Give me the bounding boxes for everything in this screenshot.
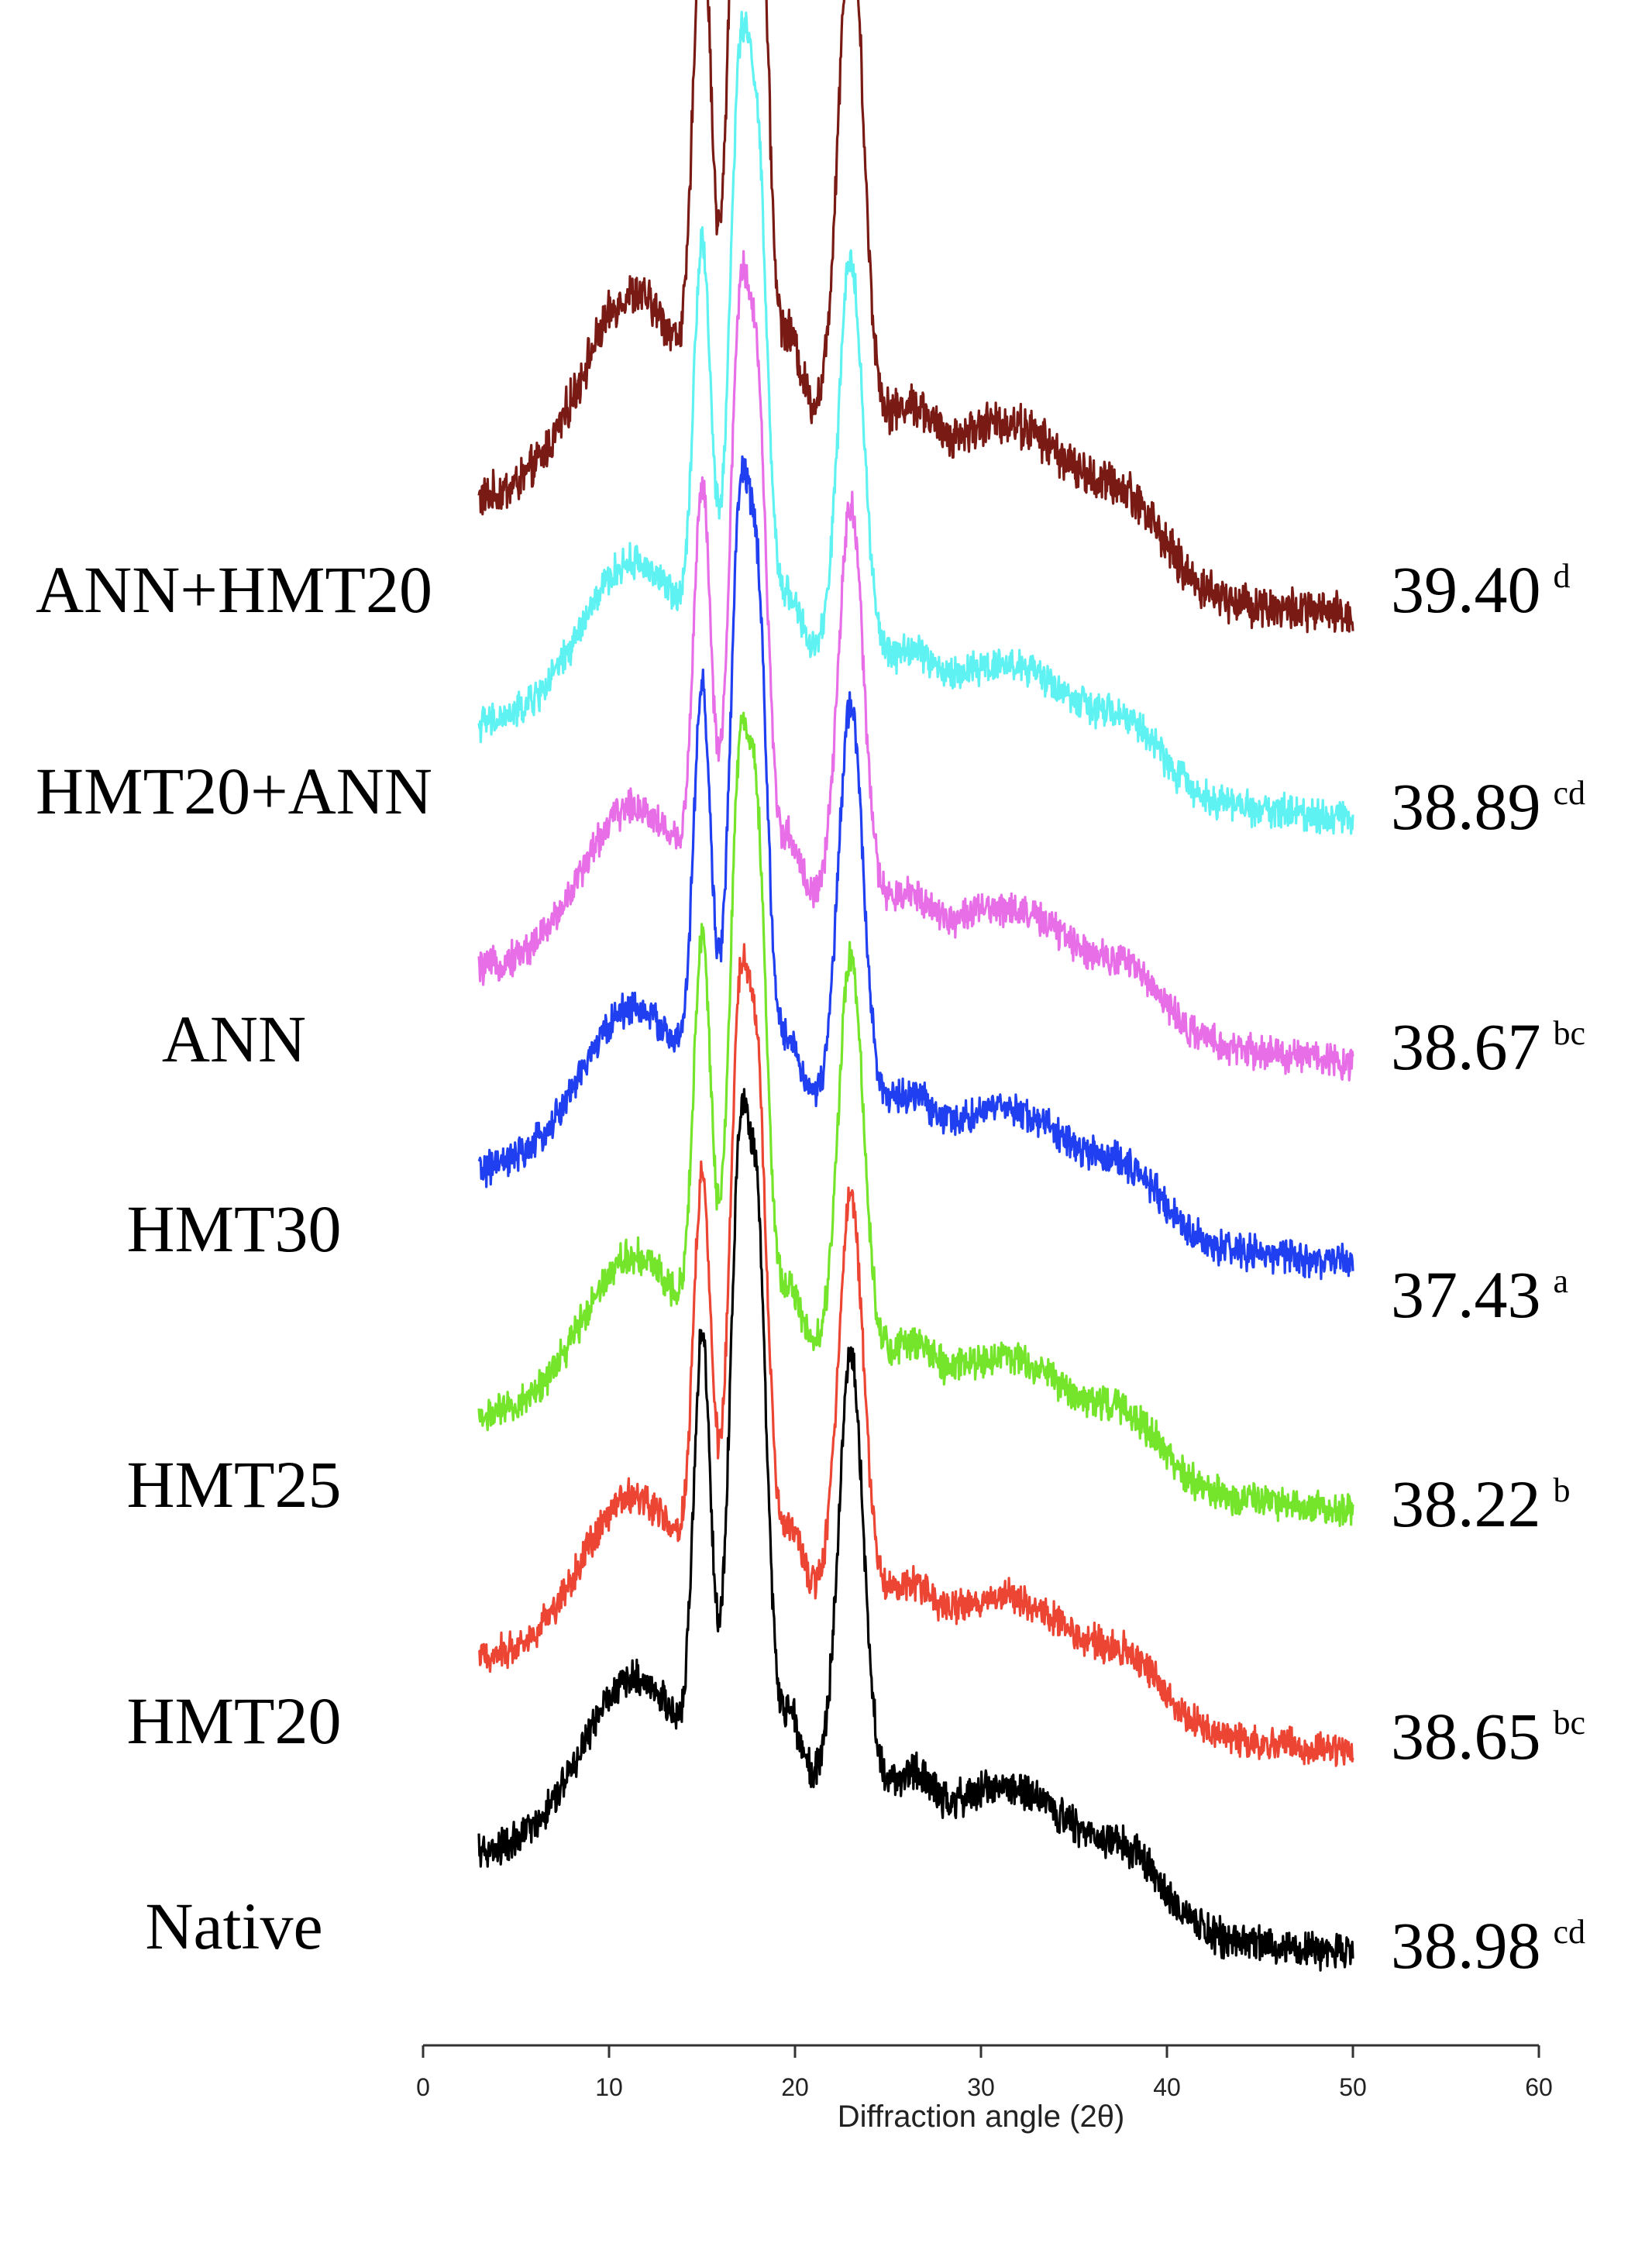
traces <box>477 0 1354 1972</box>
crystallinity-value: 38.67 bc <box>1391 1010 1585 1084</box>
series-label: HMT20+ANN <box>36 754 432 828</box>
x-tick-label: 0 <box>416 2073 430 2101</box>
x-tick-label: 10 <box>595 2073 623 2101</box>
crystallinity-number: 38.65 <box>1391 1699 1541 1773</box>
crystallinity-number: 37.43 <box>1391 1257 1541 1332</box>
significance-letters: b <box>1554 1471 1571 1509</box>
significance-letters: cd <box>1554 1913 1586 1951</box>
series-label: Native <box>145 1889 322 1963</box>
significance-letters: cd <box>1554 774 1586 812</box>
crystallinity-number: 38.89 <box>1391 769 1541 844</box>
series-trace-hmt20 <box>477 943 1354 1767</box>
crystallinity-number: 38.22 <box>1391 1467 1541 1541</box>
series-trace-ann <box>477 249 1354 1082</box>
crystallinity-value: 38.22 b <box>1391 1467 1571 1541</box>
series-trace-hmt25 <box>477 711 1354 1527</box>
series-label: ANN+HMT20 <box>36 552 432 627</box>
series-labels: ANN+HMT20 HMT20+ANN ANN HMT30 HMT25 HMT20 Nati… <box>36 552 432 1963</box>
series-trace-native <box>477 1088 1354 1972</box>
crystallinity-value: 38.98 cd <box>1391 1908 1585 1983</box>
series-label: HMT20 <box>126 1684 341 1758</box>
significance-letters: bc <box>1554 1704 1586 1742</box>
series-label: HMT25 <box>126 1447 341 1522</box>
x-tick-label: 60 <box>1525 2073 1553 2101</box>
crystallinity-value: 38.65 bc <box>1391 1699 1585 1773</box>
x-tick-label: 40 <box>1153 2073 1181 2101</box>
series-trace-hmt30 <box>477 455 1354 1281</box>
crystallinity-value: 39.40 d <box>1391 552 1571 627</box>
series-label: HMT30 <box>126 1192 341 1266</box>
x-axis: 0 10 20 30 40 50 60 Diffraction angle (2θ) <box>416 2044 1553 2134</box>
crystallinity-number: 38.67 <box>1391 1010 1541 1084</box>
x-tick-label: 20 <box>781 2073 809 2101</box>
crystallinity-number: 39.40 <box>1391 552 1541 627</box>
x-tick-label: 30 <box>967 2073 995 2101</box>
series-trace-hmt20-ann <box>477 10 1354 835</box>
x-tick-label: 50 <box>1339 2073 1367 2101</box>
crystallinity-value: 38.89 cd <box>1391 769 1585 844</box>
series-trace-ann-hmt20 <box>477 0 1354 634</box>
series-label: ANN <box>162 1002 306 1076</box>
x-axis-ticks: 0 10 20 30 40 50 60 <box>416 2045 1553 2101</box>
crystallinity-number: 38.98 <box>1391 1908 1541 1983</box>
significance-letters: d <box>1554 557 1571 595</box>
crystallinity-value: 37.43 a <box>1391 1257 1568 1332</box>
significance-letters: bc <box>1554 1014 1586 1052</box>
x-axis-title: Diffraction angle (2θ) <box>838 2100 1125 2134</box>
significance-letters: a <box>1554 1262 1569 1300</box>
